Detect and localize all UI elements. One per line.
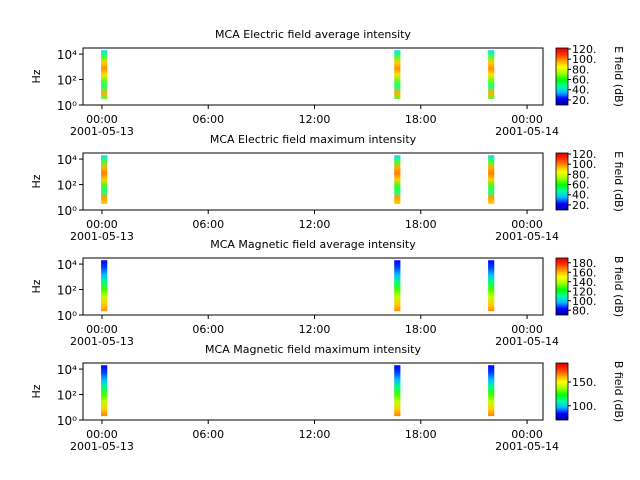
x-tick-label: 18:00 (405, 323, 437, 336)
panel-title: MCA Magnetic field maximum intensity (205, 343, 421, 356)
y-tick-label: 10⁴ (57, 153, 77, 167)
colorbar-tick-label: 20. (572, 199, 590, 212)
plot-frame (82, 257, 544, 316)
colorbar (555, 152, 569, 211)
colorbar-tick-label: 100. (572, 400, 597, 413)
y-tick-label: 10⁰ (57, 414, 77, 428)
colorbar-tick-label: 100. (572, 158, 597, 171)
x-tick-label: 00:00 (511, 218, 543, 231)
y-tick-label: 10² (57, 74, 77, 88)
x-date-label: 2001-05-14 (495, 335, 559, 348)
y-tick-label: 10² (57, 284, 77, 298)
plot-frame (82, 152, 544, 211)
x-tick-label: 12:00 (299, 218, 331, 231)
y-tick-label: 10⁴ (57, 48, 77, 62)
colorbar (555, 257, 569, 316)
y-axis-label: Hz (30, 174, 43, 188)
spectrogram-burst (101, 50, 108, 99)
x-tick-label: 00:00 (511, 323, 543, 336)
x-date-label: 2001-05-13 (70, 230, 134, 243)
spectrogram-burst (488, 50, 495, 99)
x-tick-label: 12:00 (299, 323, 331, 336)
y-tick-label: 10² (57, 389, 77, 403)
x-tick-label: 06:00 (192, 323, 224, 336)
y-tick-label: 10⁰ (57, 99, 77, 113)
spectrogram-burst (488, 260, 495, 312)
colorbar-tick-label: 140. (572, 276, 597, 289)
x-tick-label: 00:00 (86, 323, 118, 336)
x-tick-label: 06:00 (192, 428, 224, 441)
colorbar-tick-label: 120. (572, 285, 597, 298)
x-date-label: 2001-05-13 (70, 125, 134, 138)
colorbar-tick-label: 180. (572, 257, 597, 270)
x-tick-label: 00:00 (86, 113, 118, 126)
colorbar (555, 362, 569, 421)
colorbar-tick-label: 100. (572, 53, 597, 66)
x-tick-label: 18:00 (405, 428, 437, 441)
x-tick-label: 00:00 (86, 428, 118, 441)
y-tick-label: 10⁴ (57, 258, 77, 272)
colorbar-tick-label: 100. (572, 295, 597, 308)
spectrogram-burst (488, 155, 495, 204)
spectrogram-burst (394, 155, 401, 204)
colorbar-label: E field (dB) (612, 46, 625, 107)
colorbar-tick-label: 150. (572, 376, 597, 389)
x-tick-label: 00:00 (511, 113, 543, 126)
colorbar-tick-label: 80. (572, 168, 590, 181)
x-tick-label: 18:00 (405, 218, 437, 231)
panel-title: MCA Electric field maximum intensity (210, 133, 417, 146)
plot-frame (82, 362, 544, 421)
colorbar-label: B field (dB) (612, 361, 625, 422)
colorbar-tick-label: 80. (572, 63, 590, 76)
x-tick-label: 06:00 (192, 218, 224, 231)
plot-frame (82, 47, 544, 106)
spectrogram-burst (488, 365, 495, 417)
panel-title: MCA Electric field average intensity (215, 28, 411, 41)
colorbar-tick-label: 40. (572, 84, 590, 97)
panel-title: MCA Magnetic field average intensity (210, 238, 416, 251)
y-tick-label: 10⁰ (57, 204, 77, 218)
y-tick-label: 10⁴ (57, 363, 77, 377)
colorbar-tick-label: 160. (572, 266, 597, 279)
colorbar-label: E field (dB) (612, 151, 625, 212)
spectrogram-burst (101, 260, 108, 312)
y-axis-label: Hz (30, 384, 43, 398)
y-axis-label: Hz (30, 279, 43, 293)
x-tick-label: 12:00 (299, 428, 331, 441)
colorbar-tick-label: 120. (572, 43, 597, 56)
x-tick-label: 00:00 (511, 428, 543, 441)
colorbar-tick-label: 80. (572, 304, 590, 317)
colorbar-tick-label: 20. (572, 94, 590, 107)
colorbar-tick-label: 40. (572, 189, 590, 202)
x-tick-label: 06:00 (192, 113, 224, 126)
x-date-label: 2001-05-14 (495, 440, 559, 453)
spectrogram-burst (394, 260, 401, 312)
y-axis-label: Hz (30, 69, 43, 83)
colorbar-label: B field (dB) (612, 256, 625, 317)
x-date-label: 2001-05-13 (70, 440, 134, 453)
spectrogram-burst (101, 155, 108, 204)
spectrogram-burst (101, 365, 108, 417)
x-date-label: 2001-05-13 (70, 335, 134, 348)
spectrogram-burst (394, 365, 401, 417)
y-tick-label: 10⁰ (57, 309, 77, 323)
spectrogram-burst (394, 50, 401, 99)
x-tick-label: 00:00 (86, 218, 118, 231)
colorbar-tick-label: 60. (572, 74, 590, 87)
x-tick-label: 12:00 (299, 113, 331, 126)
colorbar-tick-label: 120. (572, 148, 597, 161)
y-tick-label: 10² (57, 179, 77, 193)
colorbar-tick-label: 60. (572, 179, 590, 192)
x-tick-label: 18:00 (405, 113, 437, 126)
x-date-label: 2001-05-14 (495, 125, 559, 138)
x-date-label: 2001-05-14 (495, 230, 559, 243)
colorbar (555, 47, 569, 106)
